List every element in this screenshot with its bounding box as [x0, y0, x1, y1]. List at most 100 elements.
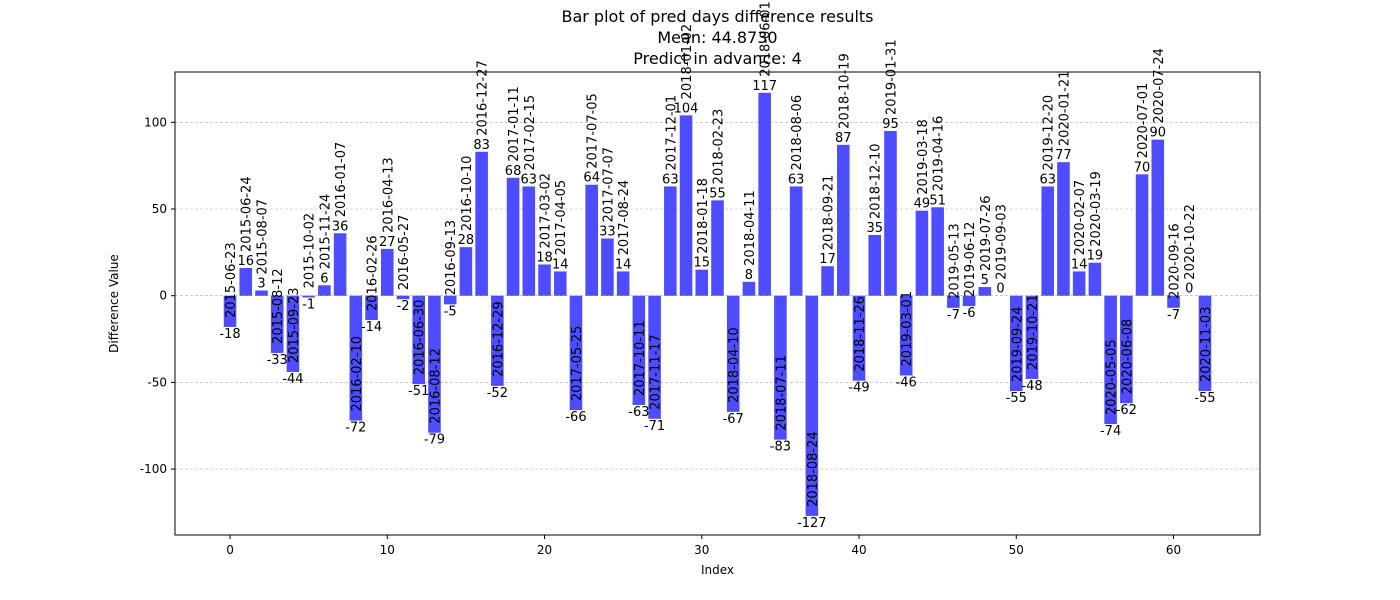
y-tick-label: 100	[144, 115, 167, 129]
bar-value-label: 18	[536, 250, 553, 265]
bar-value-label: 5	[981, 273, 989, 288]
bar	[679, 115, 693, 296]
bar-value-label: 14	[552, 257, 569, 272]
bar-value-label: 77	[1055, 148, 1072, 163]
bar-value-label: -7	[1167, 308, 1180, 323]
bar-value-label: -52	[487, 386, 508, 401]
bar	[286, 295, 300, 372]
bar-date-label: 2016-06-30	[413, 300, 428, 376]
bar-value-label: 6	[320, 271, 328, 286]
bar-date-label: 2020-11-03	[1199, 307, 1214, 383]
bar-value-label: -67	[723, 412, 744, 427]
bar-date-label: 2020-01-21	[1057, 71, 1072, 147]
bar-value-label: 63	[1039, 172, 1056, 187]
y-axis-label: Difference Value	[107, 254, 121, 353]
chart-title-line: Mean: 44.8730	[657, 28, 777, 47]
bar-date-label: 2019-09-03	[995, 204, 1010, 280]
bar-date-label: 2016-04-13	[381, 157, 396, 233]
bar-value-label: -2	[397, 299, 410, 314]
y-tick-label: -50	[147, 375, 167, 389]
bar-value-label: 0	[1185, 282, 1193, 297]
bar-value-label: 117	[752, 79, 777, 94]
bar-date-label: 2018-06-01	[759, 1, 774, 77]
bar	[365, 295, 378, 320]
bar-date-label: 2015-09-23	[287, 287, 302, 363]
bar-value-label: -48	[1021, 379, 1042, 394]
bar	[412, 295, 426, 385]
bar-date-label: 2018-12-10	[869, 143, 884, 219]
bar	[837, 144, 850, 296]
x-tick-label: 0	[226, 543, 234, 557]
bar-date-label: 2015-06-23	[224, 242, 239, 318]
bar-value-label: 33	[599, 224, 616, 239]
bar	[601, 238, 614, 296]
bar	[805, 295, 819, 516]
bar-date-label: 2017-01-11	[507, 86, 522, 162]
bar-value-label: -74	[1100, 424, 1121, 439]
bar-value-label: 14	[615, 257, 632, 272]
bar	[1167, 295, 1180, 308]
bar-value-label: -55	[1194, 391, 1215, 406]
x-tick-label: 60	[1166, 543, 1181, 557]
bar	[852, 295, 866, 381]
bar	[711, 200, 724, 296]
bar-value-label: -7	[947, 308, 960, 323]
bar	[1104, 295, 1117, 425]
bar-value-label: -5	[444, 304, 457, 319]
bar-value-label: -127	[797, 516, 827, 531]
bar	[821, 266, 834, 296]
bar-date-label: 2019-10-21	[1026, 294, 1041, 370]
bar-date-label: 2015-06-24	[240, 176, 255, 252]
bar-date-label: 2020-07-01	[1136, 83, 1151, 159]
bar	[475, 151, 488, 296]
bar-value-label: -55	[1006, 391, 1027, 406]
bar	[223, 295, 237, 327]
bar	[1135, 174, 1149, 296]
y-tick-label: 0	[159, 289, 167, 303]
bar-value-label: 95	[882, 117, 899, 132]
bar-date-label: 2017-08-24	[617, 180, 632, 256]
chart-title-line: Predict in advance: 4	[633, 49, 802, 68]
bar-value-label: 68	[505, 164, 522, 179]
bar-value-label: 8	[745, 268, 753, 283]
bar-date-label: 2017-04-05	[554, 180, 569, 256]
bar-value-label: 64	[583, 171, 600, 186]
bar	[396, 295, 410, 300]
bar-date-label: 2020-10-22	[1183, 204, 1198, 280]
bar-date-label: 2020-03-19	[1089, 171, 1104, 247]
bar	[868, 235, 882, 296]
bar	[1057, 162, 1070, 296]
bar-value-label: 16	[237, 254, 254, 269]
bar	[506, 177, 520, 296]
bar-value-label: -49	[848, 381, 869, 396]
bar-date-label: 2018-07-11	[774, 355, 789, 431]
bar-date-label: 2020-07-24	[1152, 48, 1167, 124]
bar	[349, 295, 363, 421]
bar-date-label: 2019-03-01	[900, 291, 915, 367]
bar	[302, 295, 315, 298]
bar	[632, 295, 646, 405]
bar	[978, 287, 992, 296]
bar-value-label: -44	[282, 372, 303, 387]
bar-date-label: 2016-09-13	[444, 220, 459, 296]
bar-value-label: 27	[379, 235, 396, 250]
bar	[947, 295, 960, 308]
bar-date-label: 2018-04-10	[727, 327, 742, 403]
bar-date-label: 2019-01-31	[884, 39, 899, 115]
bar-date-label: 2016-05-27	[397, 215, 412, 291]
x-tick-label: 10	[380, 543, 395, 557]
bar-date-label: 2018-02-23	[712, 109, 727, 185]
bar	[538, 264, 551, 296]
bar-value-label: -66	[565, 410, 586, 425]
y-tick-label: -100	[140, 462, 167, 476]
bar	[616, 271, 630, 296]
bar	[569, 295, 583, 411]
bar-date-label: 2017-12-01	[664, 95, 679, 171]
bar-date-label: 2015-10-02	[303, 213, 318, 289]
bar-value-label: -18	[219, 327, 240, 342]
x-axis-ticks: 0 10 20 30 40 50 60	[226, 535, 1181, 557]
bar	[1041, 186, 1055, 296]
bar-date-label: 2016-02-26	[366, 235, 381, 311]
bar-date-label: 2015-08-12	[271, 268, 286, 344]
